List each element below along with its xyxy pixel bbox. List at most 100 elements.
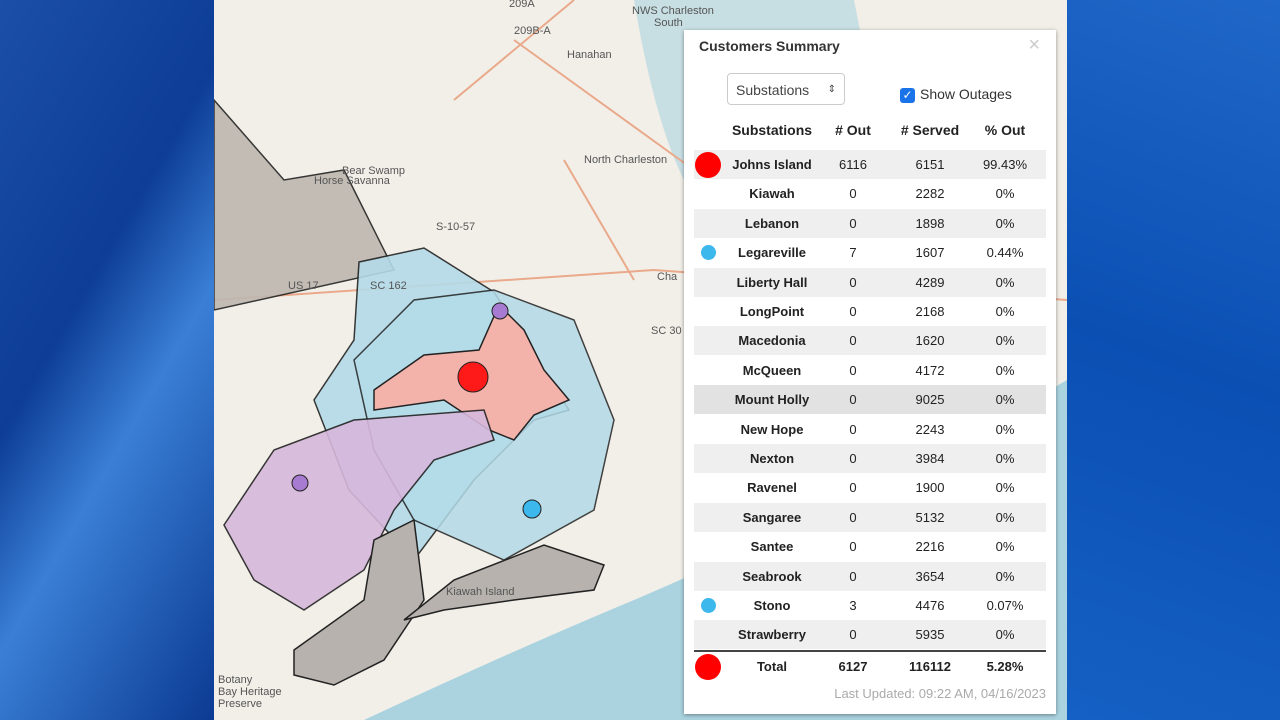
cell-name: Johns Island	[732, 157, 812, 172]
cell-served: 2168	[915, 304, 945, 319]
cell-out: 6116	[839, 157, 867, 172]
cell-served: 3654	[915, 568, 945, 584]
column-header: # Served	[900, 122, 960, 138]
cell-out: 0	[849, 480, 857, 496]
cell-served: 2282	[915, 186, 945, 202]
column-header: Substations	[731, 122, 813, 138]
table-row: Johns Island 6116 6151 99.43%	[694, 150, 1046, 179]
marker[interactable]	[457, 361, 489, 393]
cell-served: 2216	[915, 539, 945, 555]
cell-pct: 0%	[995, 568, 1015, 584]
table-row: Ravenel 0 1900 0%	[694, 473, 1046, 503]
cell-out: 0	[849, 627, 857, 643]
map-label: NWS Charleston	[632, 5, 714, 17]
cell-pct: 99.43%	[982, 157, 1028, 172]
cell-name: Liberty Hall	[736, 274, 808, 290]
background-right	[1067, 0, 1280, 720]
table-row: Lebanon 0 1898 0%	[694, 208, 1046, 238]
status-dot	[695, 151, 721, 178]
status-dot	[695, 653, 721, 680]
cell-pct: 0%	[995, 392, 1015, 408]
map-label: Bear Swamp	[342, 165, 405, 177]
cell-out: 0	[849, 568, 857, 584]
background-left	[0, 0, 214, 720]
table-row: Mount Holly 0 9025 0%	[694, 385, 1046, 415]
cell-served: 4289	[915, 274, 945, 290]
marker[interactable]	[522, 499, 542, 519]
cell-out: 0	[849, 539, 857, 555]
map-label: South	[654, 17, 683, 29]
cell-out: 0	[849, 451, 857, 466]
cell-pct: 0%	[995, 421, 1015, 437]
cell-name: Kiawah	[749, 186, 795, 202]
divider	[694, 650, 1046, 652]
marker[interactable]	[291, 474, 309, 492]
panel-title: Customers Summary	[699, 38, 840, 54]
table-row: Sangaree 0 5132 0%	[694, 502, 1046, 532]
table-row: Nexton 0 3984 0%	[694, 444, 1046, 473]
table-row: Liberty Hall 0 4289 0%	[694, 267, 1046, 297]
close-button[interactable]: ×	[1028, 34, 1040, 56]
table-row: Macedonia 0 1620 0%	[694, 326, 1046, 356]
cell-name: Strawberry	[738, 627, 806, 643]
cell-served: 116112	[909, 659, 951, 674]
cell-pct: 0%	[995, 304, 1015, 319]
table-row: Seabrook 0 3654 0%	[694, 561, 1046, 591]
cell-served: 3984	[915, 451, 945, 466]
table-row: McQueen 0 4172 0%	[694, 355, 1046, 385]
column-header: % Out	[984, 122, 1026, 138]
map-label: Botany	[218, 674, 253, 686]
map-label: Bay Heritage	[218, 686, 282, 698]
cell-served: 2243	[915, 421, 945, 437]
table-row: Strawberry 0 5935 0%	[694, 620, 1046, 650]
cell-pct: 0%	[995, 186, 1015, 202]
map-label: 209A	[509, 0, 535, 10]
table-row: Stono 3 4476 0.07%	[694, 591, 1046, 620]
marker[interactable]	[491, 302, 509, 320]
cell-name: New Hope	[740, 421, 804, 437]
map-label: Preserve	[218, 698, 262, 710]
cell-out: 0	[849, 215, 857, 231]
table-row: Kiawah 0 2282 0%	[694, 179, 1046, 209]
cell-pct: 0%	[995, 274, 1015, 290]
map-label: North Charleston	[584, 154, 667, 166]
select[interactable]: Substations ⇕	[727, 73, 845, 105]
cell-pct: 0%	[995, 539, 1015, 555]
status-dot	[700, 598, 716, 613]
status-dot	[700, 245, 716, 261]
last-updated: Last Updated: 09:22 AM, 04/16/2023	[834, 686, 1046, 701]
table-row: LongPoint 0 2168 0%	[694, 297, 1046, 326]
cell-out: 0	[849, 274, 857, 290]
cell-name: Legareville	[738, 245, 806, 261]
map-label: SC 30	[651, 325, 682, 337]
cell-pct: 0%	[995, 215, 1015, 231]
table-row: Legareville 7 1607 0.44%	[694, 238, 1046, 268]
cell-name: Santee	[750, 539, 794, 555]
map-label: Kiawah Island	[446, 586, 515, 598]
cell-served: 1898	[915, 215, 945, 231]
cell-name: McQueen	[742, 362, 802, 378]
cell-name: Nexton	[749, 451, 795, 466]
map-label: S-10-57	[436, 221, 475, 233]
table-row: New Hope 0 2243 0%	[694, 414, 1046, 444]
cell-name: Seabrook	[742, 568, 802, 584]
header-row: Substations # Out # Served % Out	[694, 116, 1046, 145]
map-label: 209B-A	[514, 25, 551, 37]
cell-served: 9025	[915, 392, 945, 408]
cell-out: 0	[849, 392, 857, 408]
cell-served: 5935	[915, 627, 945, 643]
cell-name: Mount Holly	[734, 392, 810, 408]
cell-served: 4476	[915, 598, 945, 613]
map-label: Horse Savanna	[314, 175, 391, 187]
cell-out: 0	[849, 509, 857, 525]
cell-served: 5132	[915, 509, 945, 525]
cell-pct: 0%	[995, 627, 1015, 643]
cell-pct: 0%	[995, 509, 1015, 525]
cell-pct: 0%	[995, 480, 1015, 496]
column-header: # Out	[835, 122, 871, 138]
table-row: Total 6127 116112 5.28%	[694, 652, 1046, 681]
cell-out: 0	[849, 362, 857, 378]
summary-panel: Customers Summary × Substations ⇕ ✓ Show …	[684, 30, 1056, 714]
checkbox[interactable]: ✓	[900, 88, 915, 103]
